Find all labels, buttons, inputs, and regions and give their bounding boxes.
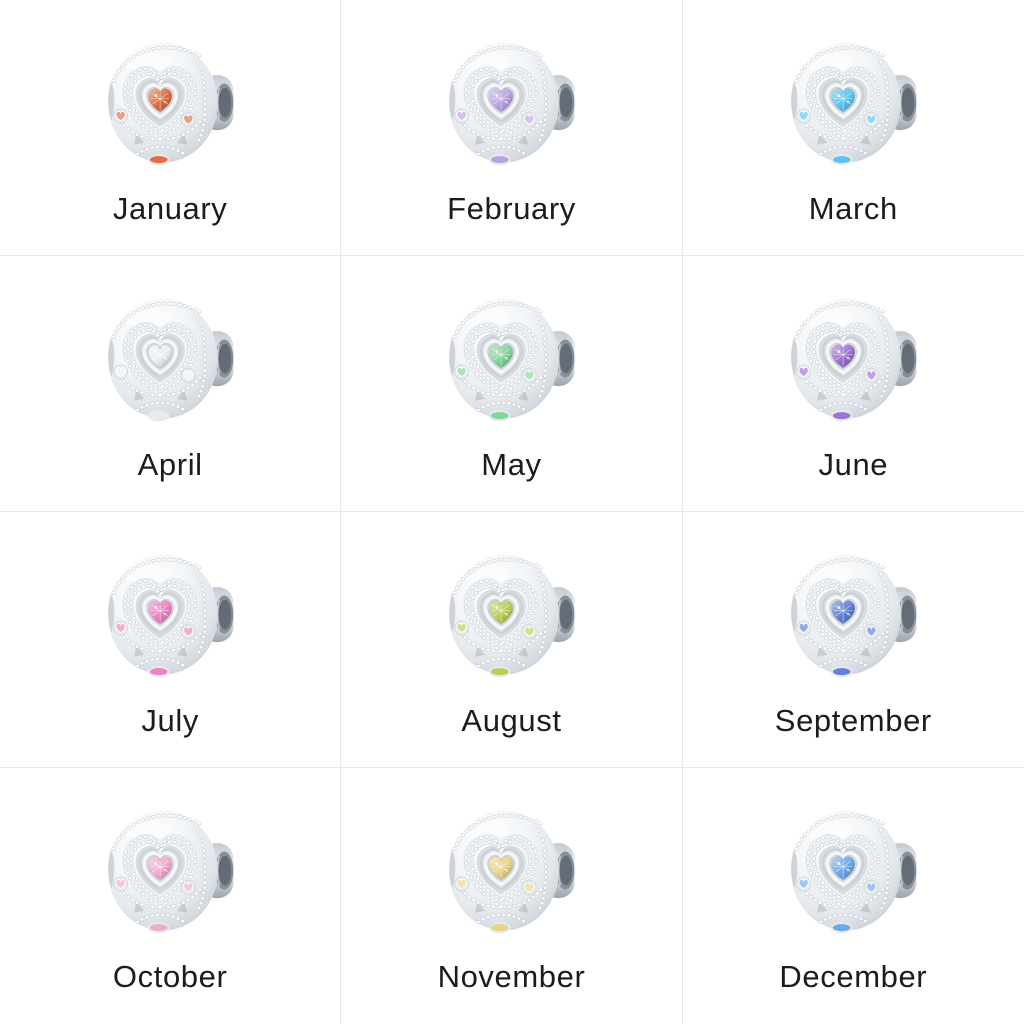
month-label-february: February (447, 191, 576, 226)
september-charm-image (778, 542, 928, 690)
month-label-march: March (808, 191, 898, 226)
charm-cell-may: May (341, 256, 683, 512)
charm-cell-august: August (341, 512, 683, 768)
month-label-september: September (774, 703, 932, 738)
month-label-may: May (481, 447, 542, 482)
july-charm-image (95, 542, 245, 690)
june-charm-image (778, 286, 928, 434)
october-charm-image (95, 798, 245, 946)
february-charm-image (436, 30, 586, 178)
march-charm-image (778, 30, 928, 178)
charm-cell-december: December (682, 768, 1024, 1024)
month-label-october: October (112, 959, 228, 994)
charm-cell-june: June (682, 256, 1024, 512)
december-charm-image (778, 798, 928, 946)
charm-cell-october: October (0, 768, 342, 1024)
month-label-june: June (818, 447, 889, 482)
november-charm-image (436, 798, 586, 946)
august-charm-image (436, 542, 586, 690)
month-label-august: August (461, 703, 562, 738)
april-charm-image (95, 286, 245, 434)
january-charm-image (95, 30, 245, 178)
month-label-november: November (437, 959, 586, 994)
charm-cell-january: January (0, 0, 342, 256)
month-label-april: April (137, 447, 203, 482)
month-label-january: January (112, 191, 228, 226)
month-label-december: December (779, 959, 928, 994)
month-label-july: July (141, 703, 199, 738)
may-charm-image (436, 286, 586, 434)
charm-cell-march: March (682, 0, 1024, 256)
charm-cell-november: November (341, 768, 683, 1024)
charm-cell-february: February (341, 0, 683, 256)
charm-cell-september: September (682, 512, 1024, 768)
charm-cell-april: April (0, 256, 342, 512)
charm-cell-july: July (0, 512, 342, 768)
